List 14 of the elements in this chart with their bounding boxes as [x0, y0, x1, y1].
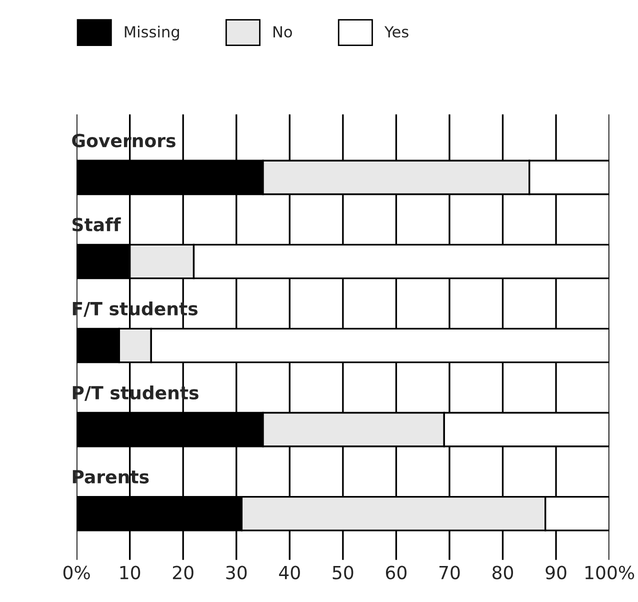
x-tick-label: 60: [386, 566, 406, 580]
x-tick-label: 100%: [585, 566, 634, 580]
x-tick-label: 40: [279, 566, 300, 580]
x-tick-label: 30: [226, 566, 247, 580]
x-tick-label: 20: [172, 566, 194, 580]
legend-label: Yes: [384, 26, 408, 38]
legend-label: Missing: [124, 26, 179, 41]
x-tick-label: 10: [120, 566, 140, 580]
x-tick-label: 50: [332, 566, 354, 580]
x-tick-label: 0%: [63, 566, 90, 580]
x-tick-label: 90: [546, 566, 566, 580]
x-tick-label: 70: [439, 566, 460, 580]
legend-label: No: [274, 26, 292, 38]
x-tick-label: 80: [492, 566, 514, 580]
